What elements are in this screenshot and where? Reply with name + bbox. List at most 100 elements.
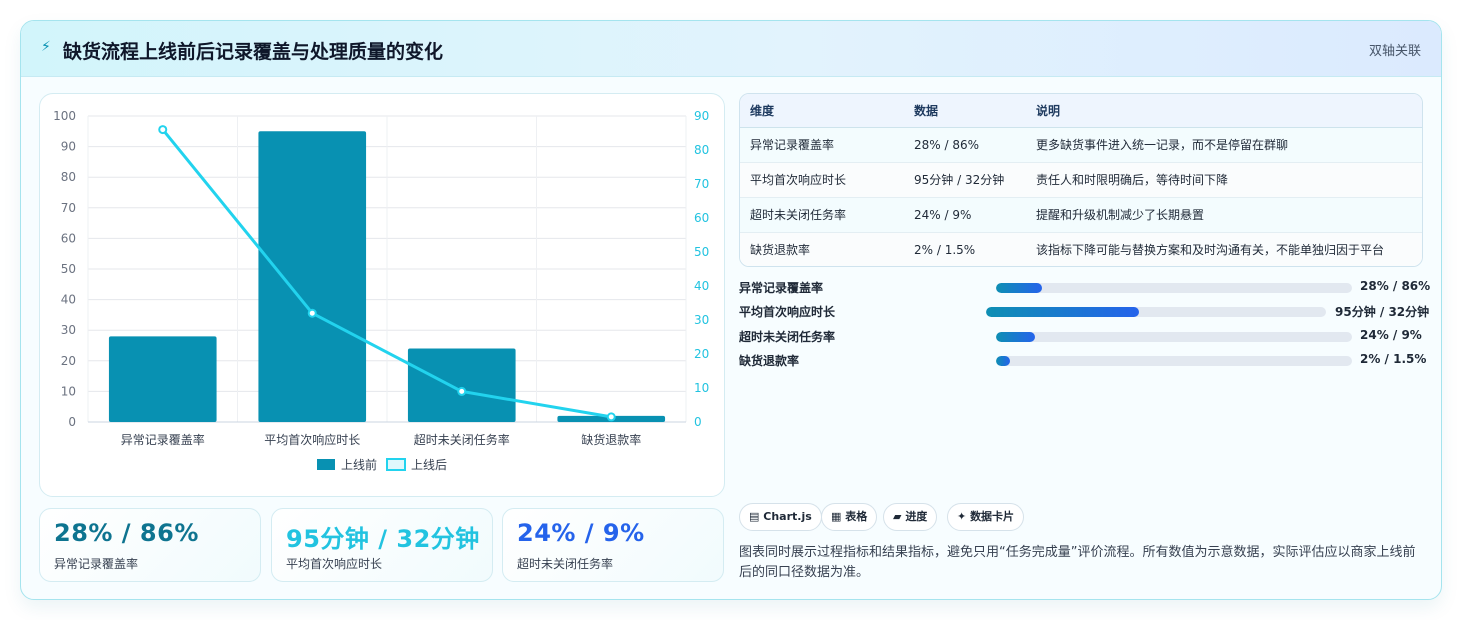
- progress-row-coverage: 异常记录覆盖率 28% / 86%: [739, 279, 1431, 295]
- progress-row-overdue: 超时未关闭任务率 24% / 9%: [739, 328, 1429, 344]
- x-tick-label: 异常记录覆盖率: [121, 432, 205, 447]
- legend-swatch-after: [386, 458, 406, 471]
- progress-track: [996, 356, 1352, 366]
- x-tick-label: 超时未关闭任务率: [414, 432, 510, 447]
- table-cell: 责任人和时限明确后，等待时间下降: [1026, 162, 1422, 198]
- column-header: 维度: [740, 94, 904, 128]
- progress-row-response-time: 平均首次响应时长 95分钟 / 32分钟: [739, 303, 1429, 319]
- bar-before: [108, 336, 217, 422]
- chip-label: 数据卡片: [970, 510, 1015, 523]
- progress-label: 平均首次响应时长: [739, 305, 836, 319]
- y-left-tick-label: 90: [61, 140, 76, 154]
- table-cell: 24% / 9%: [904, 197, 1026, 233]
- line-point: [307, 308, 317, 318]
- table-cell: 缺货退款率: [740, 232, 904, 266]
- table-cell: 更多缺货事件进入统一记录，而不是停留在群聊: [1026, 127, 1422, 163]
- x-tick-label: 平均首次响应时长: [264, 432, 360, 447]
- legend-label: 上线后: [411, 458, 447, 472]
- line-point: [606, 412, 616, 422]
- kpi-card-overdue: 24% / 9% 超时未关闭任务率: [502, 508, 724, 582]
- y-right-tick-label: 0: [694, 415, 702, 429]
- sparkle-icon: ✦: [957, 510, 967, 523]
- dashboard-card: ⚡ 缺货流程上线前后记录覆盖与处理质量的变化 双轴关联 0 10 20 30 40 50 6…: [20, 20, 1442, 600]
- lightning-icon: ⚡: [41, 39, 51, 55]
- table-row: 异常记录覆盖率 28% / 86% 更多缺货事件进入统一记录，而不是停留在群聊: [740, 127, 1422, 163]
- y-right-tick-label: 70: [694, 177, 709, 191]
- card-header: ⚡ 缺货流程上线前后记录覆盖与处理质量的变化 双轴关联: [21, 21, 1441, 77]
- chart-icon: ▤: [749, 510, 760, 523]
- table-cell: 超时未关闭任务率: [740, 197, 904, 233]
- y-left-tick-label: 100: [53, 109, 76, 123]
- table-header-row: 维度 数据 说明: [740, 94, 1422, 128]
- progress-fill: [996, 356, 1011, 366]
- y-right-tick-label: 10: [694, 381, 709, 395]
- chip-data-card[interactable]: ✦ 数据卡片: [947, 503, 1025, 531]
- kpi-value: 24% / 9%: [517, 519, 645, 547]
- progress-label: 缺货退款率: [739, 354, 800, 368]
- line-point: [158, 125, 168, 135]
- chart-panel: 0 10 20 30 40 50 60 70 80 90 100 0 10 20 30 40 50 60 70 80 9…: [39, 93, 725, 497]
- bar-before: [407, 348, 516, 422]
- table-icon: ▦: [831, 510, 842, 523]
- column-header: 数据: [904, 94, 1026, 128]
- y-left-tick-label: 0: [68, 415, 76, 429]
- y-left-tick-label: 40: [61, 293, 76, 307]
- combo-chart: 0 10 20 30 40 50 60 70 80 90 100 0 10 20 30 40 50 60 70 80 9…: [53, 109, 709, 472]
- y-left-tick-label: 80: [61, 170, 76, 184]
- chip-label: 进度: [905, 510, 928, 523]
- kpi-value: 28% / 86%: [54, 519, 199, 547]
- line-after: [161, 128, 612, 419]
- line-point: [457, 386, 467, 396]
- y-right-tick-label: 80: [694, 143, 709, 157]
- kpi-label: 异常记录覆盖率: [54, 557, 139, 571]
- kpi-label: 超时未关闭任务率: [517, 557, 614, 571]
- progress-fill: [986, 307, 1139, 317]
- table-cell: 2% / 1.5%: [904, 232, 1026, 266]
- progress-label: 异常记录覆盖率: [739, 281, 824, 295]
- y-right-tick-label: 30: [694, 313, 709, 327]
- y-left-tick-label: 30: [61, 323, 76, 337]
- progress-track: [996, 332, 1352, 342]
- bar-before: [258, 131, 367, 423]
- page-title: 缺货流程上线前后记录覆盖与处理质量的变化: [63, 41, 444, 63]
- progress-track: [996, 283, 1352, 293]
- kpi-value: 95分钟 / 32分钟: [286, 525, 480, 553]
- y-right-tick-label: 50: [694, 245, 709, 259]
- table-row: 平均首次响应时长 95分钟 / 32分钟 责任人和时限明确后，等待时间下降: [740, 162, 1422, 198]
- table-row: 缺货退款率 2% / 1.5% 该指标下降可能与替换方案和及时沟通有关，不能单独…: [740, 232, 1422, 266]
- kpi-card-response-time: 95分钟 / 32分钟 平均首次响应时长: [271, 508, 493, 582]
- y-left-tick-label: 10: [61, 384, 76, 398]
- table-cell: 28% / 86%: [904, 127, 1026, 163]
- legend-swatch-before: [317, 459, 335, 470]
- x-tick-label: 缺货退款率: [581, 432, 641, 447]
- progress-value: 2% / 1.5%: [1360, 352, 1427, 366]
- table-cell: 异常记录覆盖率: [740, 127, 904, 163]
- legend-label: 上线前: [341, 457, 377, 472]
- table-cell: 该指标下降可能与替换方案和及时沟通有关，不能单独归因于平台: [1026, 232, 1422, 266]
- y-left-tick-label: 60: [61, 231, 76, 245]
- table-cell: 提醒和升级机制减少了长期悬置: [1026, 197, 1422, 233]
- y-right-tick-label: 60: [694, 211, 709, 225]
- progress-fill: [996, 332, 1036, 342]
- y-left-tick-label: 50: [61, 262, 76, 276]
- progress-value: 95分钟 / 32分钟: [1335, 305, 1430, 319]
- dual-axis-tag: 双轴关联: [1368, 44, 1421, 59]
- chip-progress[interactable]: ▰ 进度: [883, 503, 938, 531]
- progress-label: 超时未关闭任务率: [739, 330, 836, 344]
- chip-label: Chart.js: [763, 510, 812, 523]
- progress-value: 24% / 9%: [1360, 328, 1422, 342]
- progress-fill: [996, 283, 1043, 293]
- y-right-tick-label: 90: [694, 109, 709, 123]
- kpi-card-coverage: 28% / 86% 异常记录覆盖率: [39, 508, 261, 582]
- chip-table[interactable]: ▦ 表格: [821, 503, 878, 531]
- chart-note: 图表同时展示过程指标和结果指标，避免只用“任务完成量”评价流程。所有数值为示意数…: [739, 545, 1416, 580]
- progress-icon: ▰: [893, 510, 902, 523]
- progress-value: 28% / 86%: [1360, 279, 1431, 293]
- chip-chartjs[interactable]: ▤ Chart.js: [739, 503, 822, 531]
- y-left-tick-label: 20: [61, 354, 76, 368]
- y-right-tick-label: 40: [694, 279, 709, 293]
- metrics-table: 维度 数据 说明 异常记录覆盖率 28% / 86% 更多缺货事件进入统一记录，…: [739, 93, 1423, 267]
- table-cell: 平均首次响应时长: [740, 162, 904, 198]
- progress-track: [986, 307, 1326, 317]
- table-cell: 95分钟 / 32分钟: [904, 162, 1026, 198]
